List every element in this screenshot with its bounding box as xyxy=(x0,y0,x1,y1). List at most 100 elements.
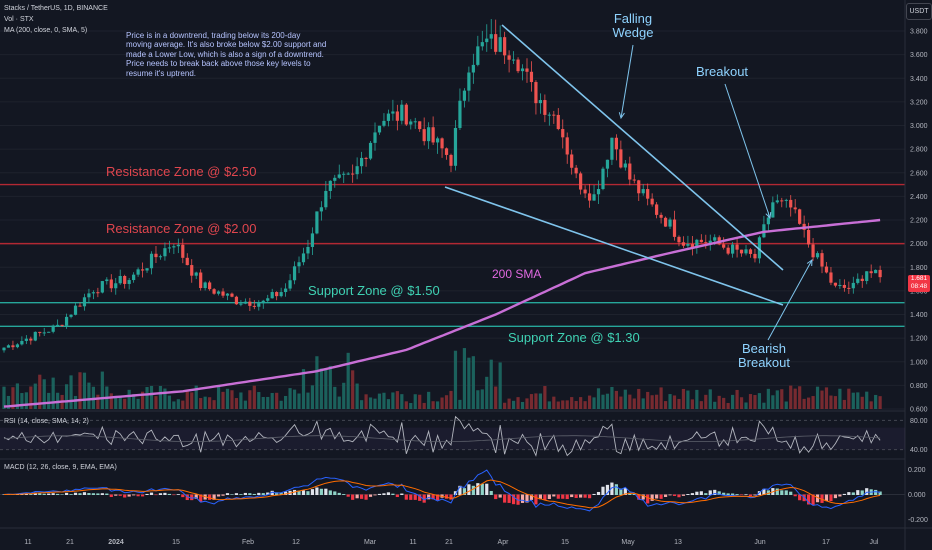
candle-body xyxy=(100,281,104,293)
candle-body xyxy=(708,240,712,244)
macd-histogram-bar xyxy=(659,494,663,499)
volume-bar xyxy=(42,379,46,409)
candle-body xyxy=(114,283,118,289)
volume-bar xyxy=(69,375,73,409)
candle-body xyxy=(865,271,869,282)
candle-body xyxy=(462,90,467,101)
macd-histogram-bar xyxy=(132,494,136,496)
volume-bar xyxy=(261,396,265,409)
volume-bar xyxy=(47,392,51,409)
candle-body xyxy=(775,200,779,203)
macd-histogram-bar xyxy=(686,494,690,495)
rsi-label[interactable]: RSI (14, close, SMA, 14, 2) xyxy=(4,418,89,425)
volume-bar xyxy=(507,398,511,409)
candle-body xyxy=(154,253,158,258)
volume-bar xyxy=(574,400,578,409)
symbol-title[interactable]: Stacks / TetherUS, 1D, BINANCE xyxy=(4,5,108,12)
volume-bar xyxy=(78,372,82,409)
candle-body xyxy=(856,278,860,283)
volume-bar xyxy=(851,392,855,409)
volume-bar xyxy=(833,396,838,409)
candle-body xyxy=(628,163,632,180)
candle-body xyxy=(748,249,753,254)
volume-bar xyxy=(346,352,350,409)
macd-histogram-bar xyxy=(248,493,252,495)
rsi-tick-label: 80.00 xyxy=(910,418,928,425)
volume-bar xyxy=(422,402,426,409)
macd-histogram-bar xyxy=(114,494,118,496)
macd-histogram-bar xyxy=(373,494,377,496)
macd-histogram-bar xyxy=(547,494,551,500)
volume-bar xyxy=(552,396,556,409)
candle-body xyxy=(579,173,583,190)
candle-body xyxy=(342,173,346,175)
macd-histogram-bar xyxy=(328,490,332,495)
macd-histogram-bar xyxy=(342,494,346,495)
volume-bar xyxy=(570,397,574,409)
analysis-note: Price is in a downtrend, trading below i… xyxy=(126,31,327,78)
candle-body xyxy=(807,229,811,245)
macd-histogram-bar xyxy=(96,493,100,495)
macd-histogram-bar xyxy=(677,494,681,498)
macd-histogram-bar xyxy=(722,492,726,495)
time-tick-label: May xyxy=(621,539,635,546)
macd-histogram-bar xyxy=(717,491,721,495)
macd-histogram-bar xyxy=(798,494,802,501)
bearish-breakout-arrow-head xyxy=(806,258,813,267)
macd-histogram-bar xyxy=(208,494,212,500)
time-axis[interactable]: 11 21 2024 15 Feb 12 Mar 11 21 Apr 15 May 13 Jun 17 Jul xyxy=(24,539,879,546)
macd-histogram-bar xyxy=(453,491,458,495)
volume-bar xyxy=(6,395,11,409)
candle-body xyxy=(556,114,560,130)
macd-histogram-bar xyxy=(319,488,323,495)
candle-body xyxy=(355,166,359,175)
macd-histogram-bar xyxy=(614,484,618,495)
volume-bar xyxy=(869,401,873,409)
volume-bar xyxy=(503,402,507,409)
volume-bar xyxy=(489,359,493,409)
candle-body xyxy=(677,236,681,243)
candle-body xyxy=(511,59,516,61)
volume-bar xyxy=(20,393,24,409)
falling-wedge-arrow-head xyxy=(618,112,625,120)
candle-body xyxy=(739,249,744,254)
macd-label[interactable]: MACD (12, 26, close, 9, EMA, EMA) xyxy=(4,464,117,471)
volume-bar xyxy=(234,398,239,409)
candle-body xyxy=(690,244,694,248)
candle-body xyxy=(503,37,507,56)
candle-body xyxy=(793,207,797,210)
volume-bar xyxy=(735,389,739,409)
volume-indicator-label[interactable]: Vol · STX xyxy=(4,16,34,23)
volume-bar xyxy=(225,388,230,409)
volume-bar xyxy=(275,392,279,409)
ma-indicator-label[interactable]: MA (200, close, 0, SMA, 5) xyxy=(4,27,88,34)
macd-histogram-bar xyxy=(87,493,91,495)
volume-bar xyxy=(874,394,878,409)
candle-body xyxy=(82,297,87,307)
candle-body xyxy=(798,209,802,224)
falling-wedge-lines xyxy=(444,24,784,306)
candle-body xyxy=(351,173,355,175)
macd-histogram-bar xyxy=(561,494,565,499)
currency-button[interactable]: USDT xyxy=(906,3,932,20)
candle-body xyxy=(199,272,203,289)
macd-histogram-bar xyxy=(409,494,413,500)
falling-wedge-label: Falling Wedge xyxy=(608,12,658,40)
volume-bar xyxy=(185,389,189,409)
candle-body xyxy=(534,82,538,104)
candle-body xyxy=(485,38,489,43)
volume-bar xyxy=(641,398,645,409)
macd-histogram-bar xyxy=(279,492,283,495)
candle-body xyxy=(91,292,95,294)
candle-body xyxy=(476,46,480,65)
macd-histogram-bar xyxy=(400,493,404,495)
rsi-pane xyxy=(0,415,905,457)
macd-histogram-bar xyxy=(802,494,806,502)
macd-histogram-bar xyxy=(377,493,382,495)
price-axis[interactable]: 3.800 3.600 3.400 3.200 3.000 2.800 2.600 2.400… xyxy=(908,29,928,525)
time-tick-label: 13 xyxy=(674,539,682,546)
candle-body xyxy=(655,204,659,215)
wedge-upper-line xyxy=(501,24,784,271)
candle-body xyxy=(87,293,91,298)
